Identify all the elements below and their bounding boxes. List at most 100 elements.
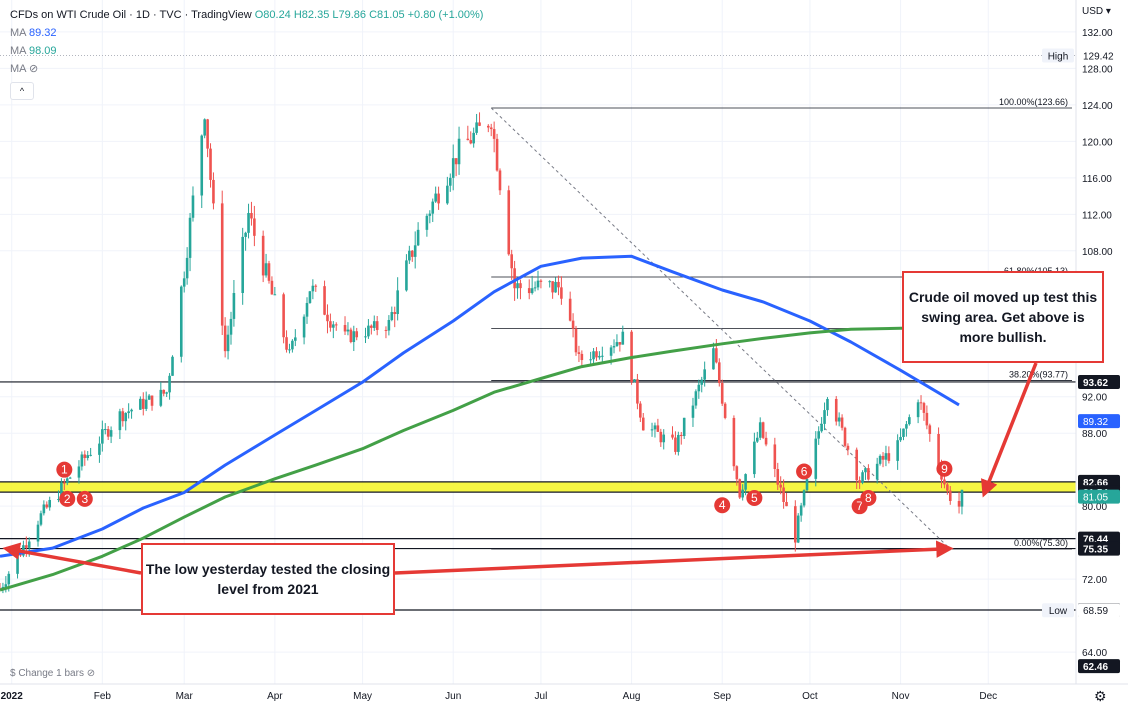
candle-body [302,316,306,338]
candle-body [612,346,616,348]
candle-body [150,395,154,406]
candle-body [527,288,531,294]
candle-body [916,402,920,418]
candle-body [229,318,233,335]
candle-body [48,499,52,508]
candle-body [191,195,195,218]
candle-body [919,402,923,404]
candle-body [372,321,376,328]
x-tick-label: Oct [802,691,818,702]
candle-body [723,403,727,418]
candle-body [507,190,511,255]
candle-body [902,428,905,437]
candle-body [861,472,864,483]
candle-body [267,263,271,281]
candle-body [68,477,72,479]
candle-body [794,506,797,543]
annotation-box-swing[interactable]: Crude oil moved up test this swing area.… [902,271,1104,363]
candle-body [425,215,429,230]
candle-body [864,468,867,473]
y-tick-label: 124.00 [1082,101,1113,112]
candle-body [823,410,826,424]
symbol-title[interactable]: CFDs on WTI Crude Oil · 1D · TVC · Tradi… [10,9,252,21]
candle-body [162,389,166,394]
swing-marker-circle [714,497,731,514]
candle-body [697,384,701,392]
legend-ma-slow[interactable]: MA 98.09 [10,42,483,60]
price-badge-label: 82.66 [1083,478,1108,489]
candle-body [393,312,397,315]
candle-body [431,201,435,214]
candle-body [165,392,168,394]
y-tick-label: 108.00 [1082,247,1113,258]
candle-body [291,340,294,350]
candle-body [618,342,622,345]
y-tick-label: 132.00 [1082,28,1113,39]
candle-body [261,235,265,276]
legend-ma-hidden[interactable]: MA ⊘ [10,60,483,78]
candle-body [244,232,247,237]
candle-body [206,119,209,149]
price-badge-label: 62.46 [1083,662,1108,673]
candle-body [63,482,66,484]
candle-body [390,312,394,320]
candle-body [577,352,581,354]
candle-body [109,430,113,437]
candle-body [80,454,84,467]
legend-ma-fast[interactable]: MA 89.32 [10,24,483,42]
candle-body [703,369,706,380]
candle-body [826,398,829,411]
candle-body [592,351,595,360]
x-tick-label: Nov [892,691,910,702]
grid [0,0,1076,684]
candle-body [4,584,8,587]
ma-fast-value: 89.32 [28,27,57,39]
candle-body [691,405,695,418]
fib-level-label: 100.00%(123.66) [999,97,1068,107]
candle-body [899,436,902,441]
candle-body [580,353,584,361]
eye-hidden-icon[interactable]: ⊘ [28,63,39,75]
swing-marker-circle [76,490,93,507]
swing-marker-circle [746,489,763,506]
fib-level-label: 0.00%(75.30) [1014,538,1068,548]
legend-title-row: CFDs on WTI Crude Oil · 1D · TVC · Tradi… [10,6,483,24]
y-tick-label: 128.00 [1082,64,1113,75]
price-tag-label: Low [1049,606,1068,617]
candle-body [65,478,69,484]
candle-body [25,545,28,548]
eye-hidden-icon[interactable]: ⊘ [86,668,96,679]
price-badge-label: 81.05 [1083,493,1108,504]
candle-body [127,411,130,414]
candle-body [878,455,882,464]
candle-body [513,268,516,289]
candle-body [355,331,359,338]
candle-body [118,411,122,431]
candle-body [928,425,932,434]
candle-body [905,424,908,429]
currency-label: USD ▾ [1082,6,1111,17]
candle-body [846,445,850,450]
candle-body [802,490,806,506]
candle-body [598,355,601,358]
y-tick-label: 120.00 [1082,137,1113,148]
collapse-legend-button[interactable]: ^ [10,82,34,100]
candle-body [712,348,715,370]
candle-body [837,417,841,422]
candle-body [232,293,236,319]
candle-body [448,177,452,186]
candle-body [536,280,540,288]
y-tick-label: 88.00 [1082,429,1107,440]
candle-body [45,504,49,508]
candle-body [516,283,519,289]
gear-icon[interactable]: ⚙ [1094,688,1107,704]
candle-body [557,281,560,288]
candle-body [220,203,224,326]
highlight-band [0,481,1076,493]
candle-body [659,431,663,443]
candles [0,112,964,594]
candle-body [253,218,256,236]
candle-body [101,429,104,444]
annotation-box-low[interactable]: The low yesterday tested the closing lev… [141,543,395,615]
arrow-to-2021-close [2,542,142,575]
